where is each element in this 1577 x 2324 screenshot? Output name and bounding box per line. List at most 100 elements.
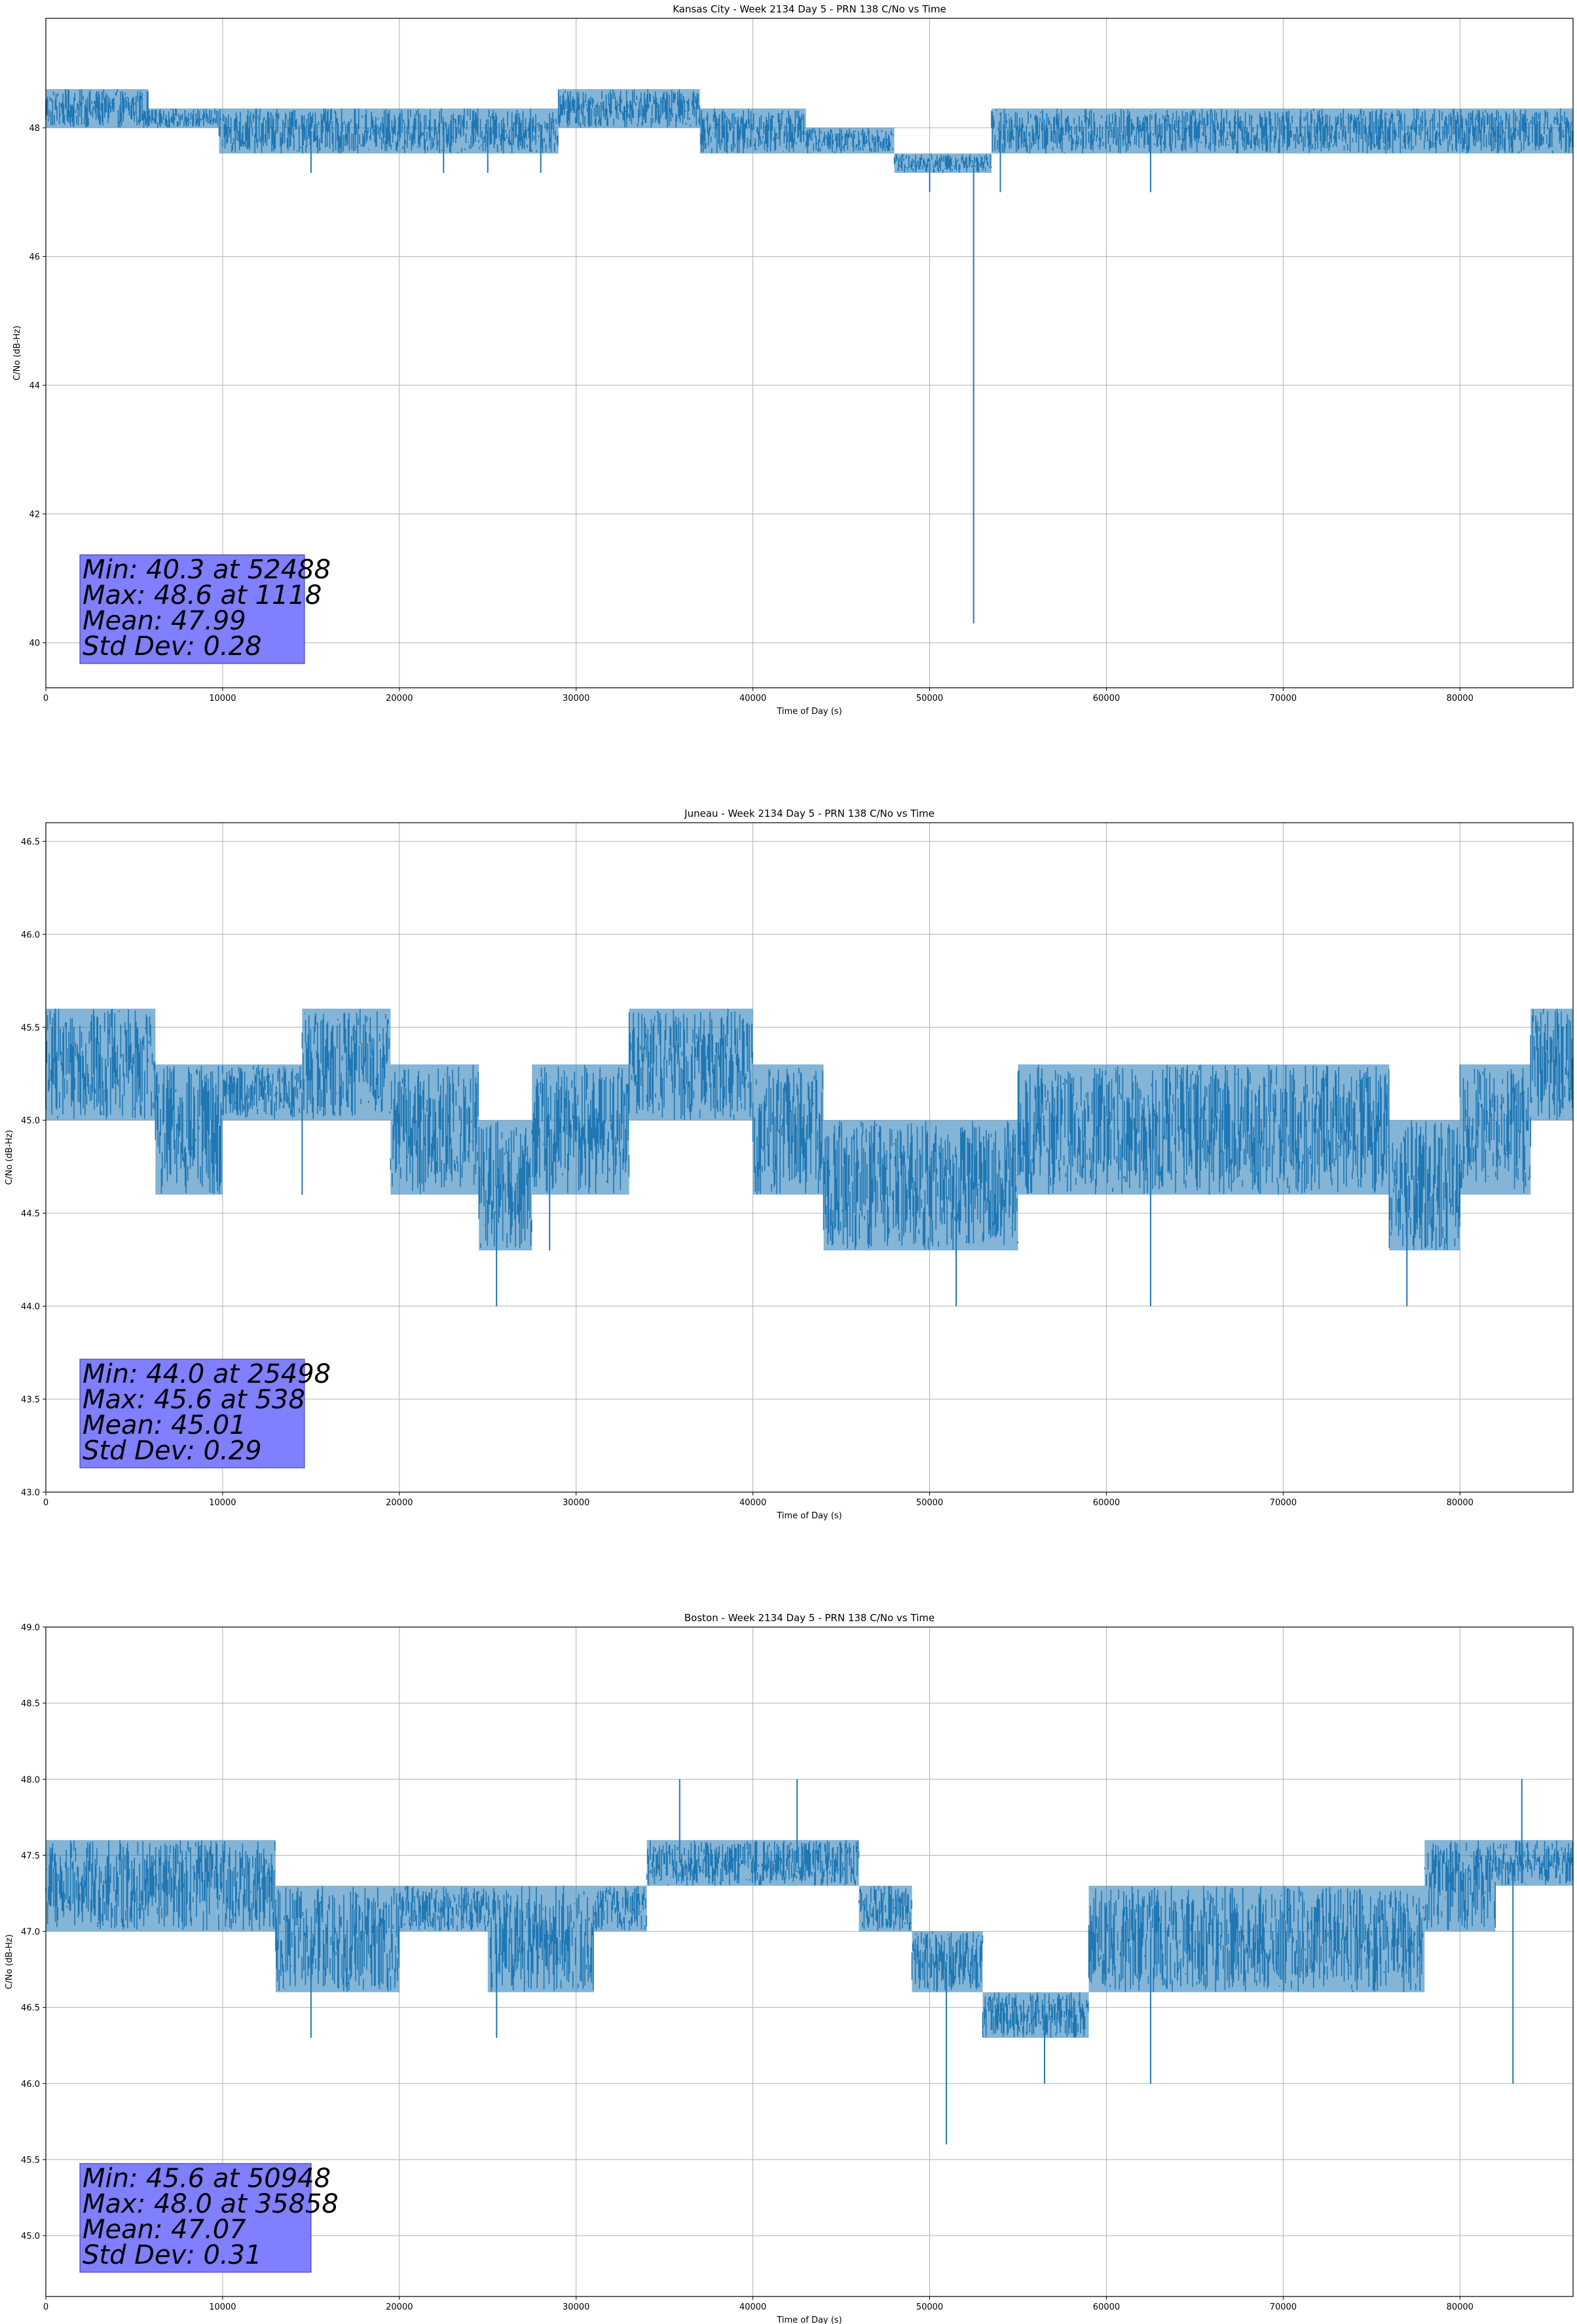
y-tick-label: 42 (29, 510, 40, 520)
x-tick-label: 20000 (386, 1498, 413, 1508)
x-tick-label: 50000 (916, 694, 943, 703)
data-series (45, 89, 1573, 624)
series-band (982, 1992, 1089, 2038)
y-tick-label: 45.5 (21, 2156, 40, 2165)
x-tick-label: 30000 (563, 694, 589, 703)
stats-min: Min: 44.0 at 25498 (83, 1359, 331, 1389)
stats-box-background (79, 2163, 312, 2273)
y-tick-label: 47.0 (21, 1928, 40, 1938)
stats-std-dev: Std Dev: 0.29 (83, 1436, 262, 1466)
x-tick-label: 0 (43, 694, 48, 703)
series-band (1194, 1064, 1390, 1195)
y-axis-label: C/No (dB-Hz) (12, 326, 22, 381)
stats-mean: Mean: 47.07 (83, 2215, 246, 2245)
y-axis-ticks: 43.0 43.5 44.0 44.5 45.0 45.5 46.0 46.5 (21, 837, 46, 1498)
series-band (911, 1931, 984, 1993)
series-band-trace (222, 1064, 303, 1119)
y-tick-label: 48.0 (21, 1775, 40, 1785)
x-tick-label: 80000 (1447, 694, 1474, 703)
y-tick-label: 47.5 (21, 1851, 40, 1861)
series-band (399, 1885, 488, 1932)
series-band-trace (399, 1886, 488, 1932)
x-tick-label: 70000 (1270, 2302, 1297, 2312)
series-band-trace (275, 1886, 400, 1992)
x-tick-label: 60000 (1093, 694, 1120, 703)
series-band (390, 1064, 479, 1195)
series-band (275, 1885, 400, 1993)
y-tick-label: 46.5 (21, 837, 40, 847)
x-tick-label: 70000 (1270, 694, 1297, 703)
series-band (147, 108, 220, 128)
x-tick-label: 50000 (916, 1498, 943, 1508)
y-tick-label: 43.5 (21, 1395, 40, 1405)
stats-std-dev: Std Dev: 0.31 (83, 2240, 262, 2270)
series-band-trace (147, 109, 220, 128)
chart-title: Kansas City - Week 2134 Day 5 - PRN 138 … (673, 3, 946, 15)
y-axis-label: C/No (dB-Hz) (5, 1934, 14, 1989)
y-axis-ticks: 45.0 45.5 46.0 46.5 47.0 47.5 48.0 48.5 49.0 (21, 1623, 46, 2241)
series-band (858, 1885, 912, 1932)
series-band-trace (982, 1992, 1089, 2038)
x-axis-ticks: 0 10000 20000 30000 40000 50000 60000 70000 8000… (43, 688, 1474, 703)
series-band-trace (1017, 1064, 1195, 1195)
series-band-trace (628, 1009, 753, 1120)
x-axis-ticks: 0 10000 20000 30000 40000 50000 60000 70000 8000… (43, 2296, 1474, 2312)
y-tick-label: 40 (29, 639, 40, 648)
series-band-trace (593, 1886, 648, 1930)
stats-max: Max: 48.0 at 35858 (83, 2189, 339, 2219)
series-band-trace (301, 1009, 391, 1119)
series-band (218, 108, 559, 154)
series-band (487, 1885, 594, 1993)
x-axis-ticks: 0 10000 20000 30000 40000 50000 60000 70000 8000… (43, 1492, 1474, 1508)
series-band (628, 1008, 753, 1121)
y-tick-label: 46.5 (21, 2004, 40, 2014)
data-series (45, 1008, 1573, 1307)
series-band-trace (390, 1064, 479, 1194)
x-tick-label: 40000 (739, 2302, 766, 2312)
x-axis-label: Time of Day (s) (776, 2315, 842, 2324)
stats-mean: Mean: 45.01 (83, 1410, 246, 1440)
axes-frame (45, 1626, 1574, 2297)
stats-min: Min: 45.6 at 50948 (83, 2164, 331, 2194)
series-band (646, 1840, 860, 1886)
series-band-trace (1088, 108, 1573, 154)
series-band-trace (1459, 1064, 1531, 1193)
series-band-trace (531, 1064, 630, 1194)
stats-min: Min: 40.3 at 52488 (83, 555, 331, 585)
y-tick-label: 48 (29, 124, 40, 134)
y-tick-label: 46 (29, 253, 40, 263)
stats-box-background (79, 1359, 305, 1469)
x-tick-label: 20000 (386, 2302, 413, 2312)
axes-frame (45, 822, 1574, 1493)
y-tick-label: 45.0 (21, 1116, 40, 1126)
series-band (45, 1008, 156, 1121)
series-band-trace (699, 108, 806, 154)
subplot-boston: 0 10000 20000 30000 40000 50000 60000 70000 8000… (5, 1612, 1574, 2324)
x-tick-label: 0 (43, 1498, 48, 1508)
y-axis-ticks: 40 42 44 46 48 (29, 124, 46, 648)
series-band (991, 108, 1089, 154)
series-band-trace (557, 89, 701, 128)
x-tick-label: 10000 (209, 1498, 236, 1508)
y-tick-label: 46.0 (21, 930, 40, 940)
y-tick-label: 45.0 (21, 2232, 40, 2241)
series-band-trace (858, 1885, 912, 1931)
y-tick-label: 48.5 (21, 1699, 40, 1709)
series-band (1088, 1885, 1425, 1993)
y-tick-label: 45.5 (21, 1023, 40, 1033)
x-tick-label: 10000 (209, 694, 236, 703)
series-band (699, 108, 806, 154)
axes-frame (45, 18, 1574, 688)
series-band-trace (893, 153, 992, 173)
y-tick-label: 49.0 (21, 1623, 40, 1633)
series-band-trace (1530, 1009, 1573, 1121)
series-band (45, 1840, 276, 1932)
series-band (1459, 1064, 1531, 1195)
stats-max: Max: 45.6 at 538 (83, 1385, 305, 1415)
series-band (893, 153, 992, 173)
series-band-trace (1494, 1840, 1574, 1886)
series-band-trace (646, 1840, 860, 1886)
y-tick-label: 44.5 (21, 1209, 40, 1219)
series-band (593, 1885, 648, 1932)
series-band (301, 1008, 391, 1121)
